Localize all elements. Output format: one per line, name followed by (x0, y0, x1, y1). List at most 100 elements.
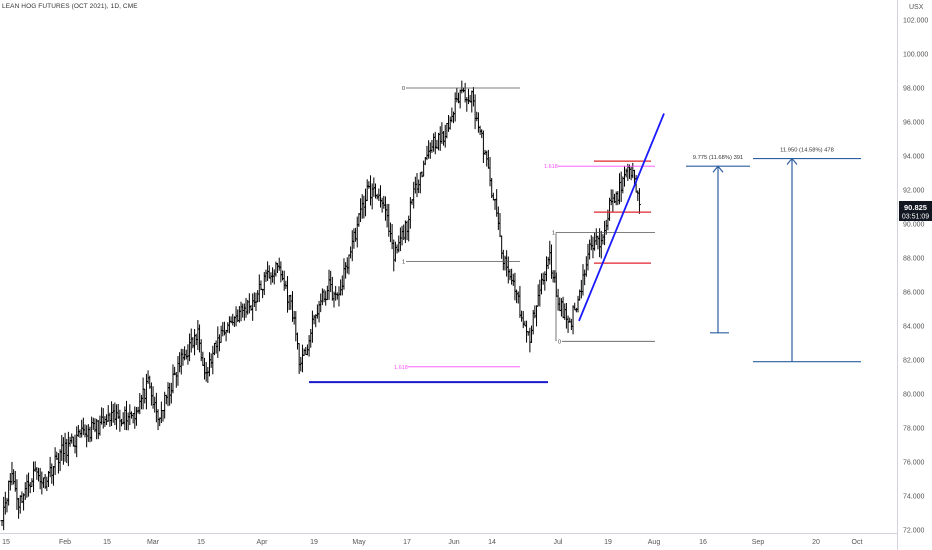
y-tick-label: 72.000 (903, 528, 925, 535)
ohlc-bar (48, 456, 52, 478)
ohlc-bar (355, 216, 359, 248)
ohlc-bar (571, 305, 575, 335)
y-tick-label: 94.000 (903, 154, 925, 161)
ohlc-bar (110, 401, 114, 427)
ohlc-bar (603, 220, 607, 246)
ohlc-bar (53, 447, 57, 475)
ohlc-bar (569, 318, 573, 330)
ohlc-bar (450, 107, 454, 123)
ohlc-bar (60, 435, 64, 461)
ohlc-bar (50, 463, 54, 484)
ohlc-bar (405, 220, 409, 241)
ohlc-bar (284, 280, 288, 290)
ohlc-bar (623, 166, 626, 187)
ohlc-bar (287, 295, 291, 311)
ohlc-bar (7, 480, 11, 506)
ohlc-bar (33, 461, 37, 472)
ohlc-bar (593, 232, 597, 251)
ohlc-bar (244, 297, 248, 318)
ohlc-bar (380, 197, 384, 213)
x-tick-label: Jul (554, 539, 563, 546)
ohlc-bar (256, 290, 260, 303)
ohlc-bar (549, 244, 553, 279)
ohlc-bar (573, 302, 577, 311)
ohlc-bar (76, 425, 80, 437)
ohlc-bar (295, 332, 299, 350)
ohlc-bar (269, 272, 273, 285)
ohlc-bar (558, 297, 562, 312)
fib-extension-label: 1.618 (394, 365, 408, 371)
ohlc-bar (329, 270, 333, 293)
ohlc-bar (103, 416, 107, 427)
ohlc-bar (56, 453, 60, 474)
ohlc-bar (144, 373, 148, 410)
ohlc-bar (334, 285, 338, 301)
ohlc-bar (606, 209, 610, 231)
y-tick-label: 80.000 (903, 392, 925, 399)
ohlc-bar (513, 272, 517, 301)
ohlc-bar (365, 179, 369, 202)
ohlc-bar (219, 325, 223, 343)
ohlc-bar (151, 386, 155, 409)
ohlc-bar (73, 434, 77, 454)
ohlc-bar (324, 290, 328, 306)
ohlc-bar (493, 198, 497, 210)
ohlc-bar (378, 185, 382, 208)
ohlc-bar (226, 322, 230, 333)
ohlc-bar (561, 296, 565, 319)
time-axis[interactable]: 15 Feb 15 Mar 15 Apr 19 May 17 Jun 14 Jul 19 Aug 16 Sep… (2, 539, 862, 546)
ohlc-bar (71, 436, 75, 447)
ohlc-bar (591, 236, 595, 259)
ohlc-bar (437, 132, 441, 151)
ohlc-bar (360, 194, 364, 219)
ohlc-bar (438, 126, 442, 151)
ohlc-bar (374, 183, 377, 199)
ohlc-bar (347, 254, 351, 275)
ohlc-bar (599, 230, 603, 259)
ohlc-bar (149, 382, 153, 406)
ohlc-bar (425, 145, 429, 161)
ohlc-bar (300, 344, 304, 373)
ohlc-bar (608, 197, 612, 221)
ohlc-bar (108, 412, 112, 427)
measure-label: 11.950 (14.58%) 478 (780, 148, 834, 154)
ohlc-bar (403, 220, 407, 244)
ohlc-bar (619, 171, 623, 202)
ohlc-bar (111, 403, 115, 423)
ohlc-bar (367, 181, 371, 189)
ohlc-bar (153, 396, 157, 413)
ohlc-bar (382, 195, 386, 209)
ohlc-bar (473, 94, 477, 130)
ohlc-bar (96, 420, 100, 440)
ohlc-bar (412, 181, 416, 209)
ohlc-bar (319, 293, 323, 313)
ohlc-bar (535, 305, 539, 327)
ohlc-bar (496, 206, 500, 230)
ohlc-bar (32, 461, 36, 493)
y-tick-label: 74.000 (903, 494, 925, 501)
y-tick-label: 92.000 (903, 188, 925, 195)
ohlc-bar (45, 476, 49, 492)
price-axis[interactable]: 102.000 100.000 98.000 96.000 94.000 92.000 90… (903, 18, 928, 535)
ohlc-bar (134, 407, 138, 426)
ohlc-bar (66, 431, 70, 467)
ohlc-bar (141, 377, 145, 410)
ohlc-bar (35, 467, 39, 480)
ohlc-bar (277, 257, 281, 271)
ohlc-bar (339, 279, 343, 296)
ohlc-bar (390, 223, 394, 250)
ohlc-bar (159, 401, 163, 424)
ohlc-bar (289, 294, 293, 310)
ohlc-bar (520, 310, 524, 322)
ohlc-bar (388, 222, 392, 243)
y-tick-label: 90.000 (903, 222, 925, 229)
ohlc-bar (98, 415, 102, 436)
ohlc-bar (184, 349, 188, 360)
ohlc-bar (206, 366, 210, 383)
ohlc-bar (453, 92, 457, 122)
ohlc-bar (105, 414, 109, 426)
ohlc-bar (583, 269, 587, 286)
ohlc-bar (475, 111, 479, 122)
ohlc-bar (523, 320, 527, 327)
